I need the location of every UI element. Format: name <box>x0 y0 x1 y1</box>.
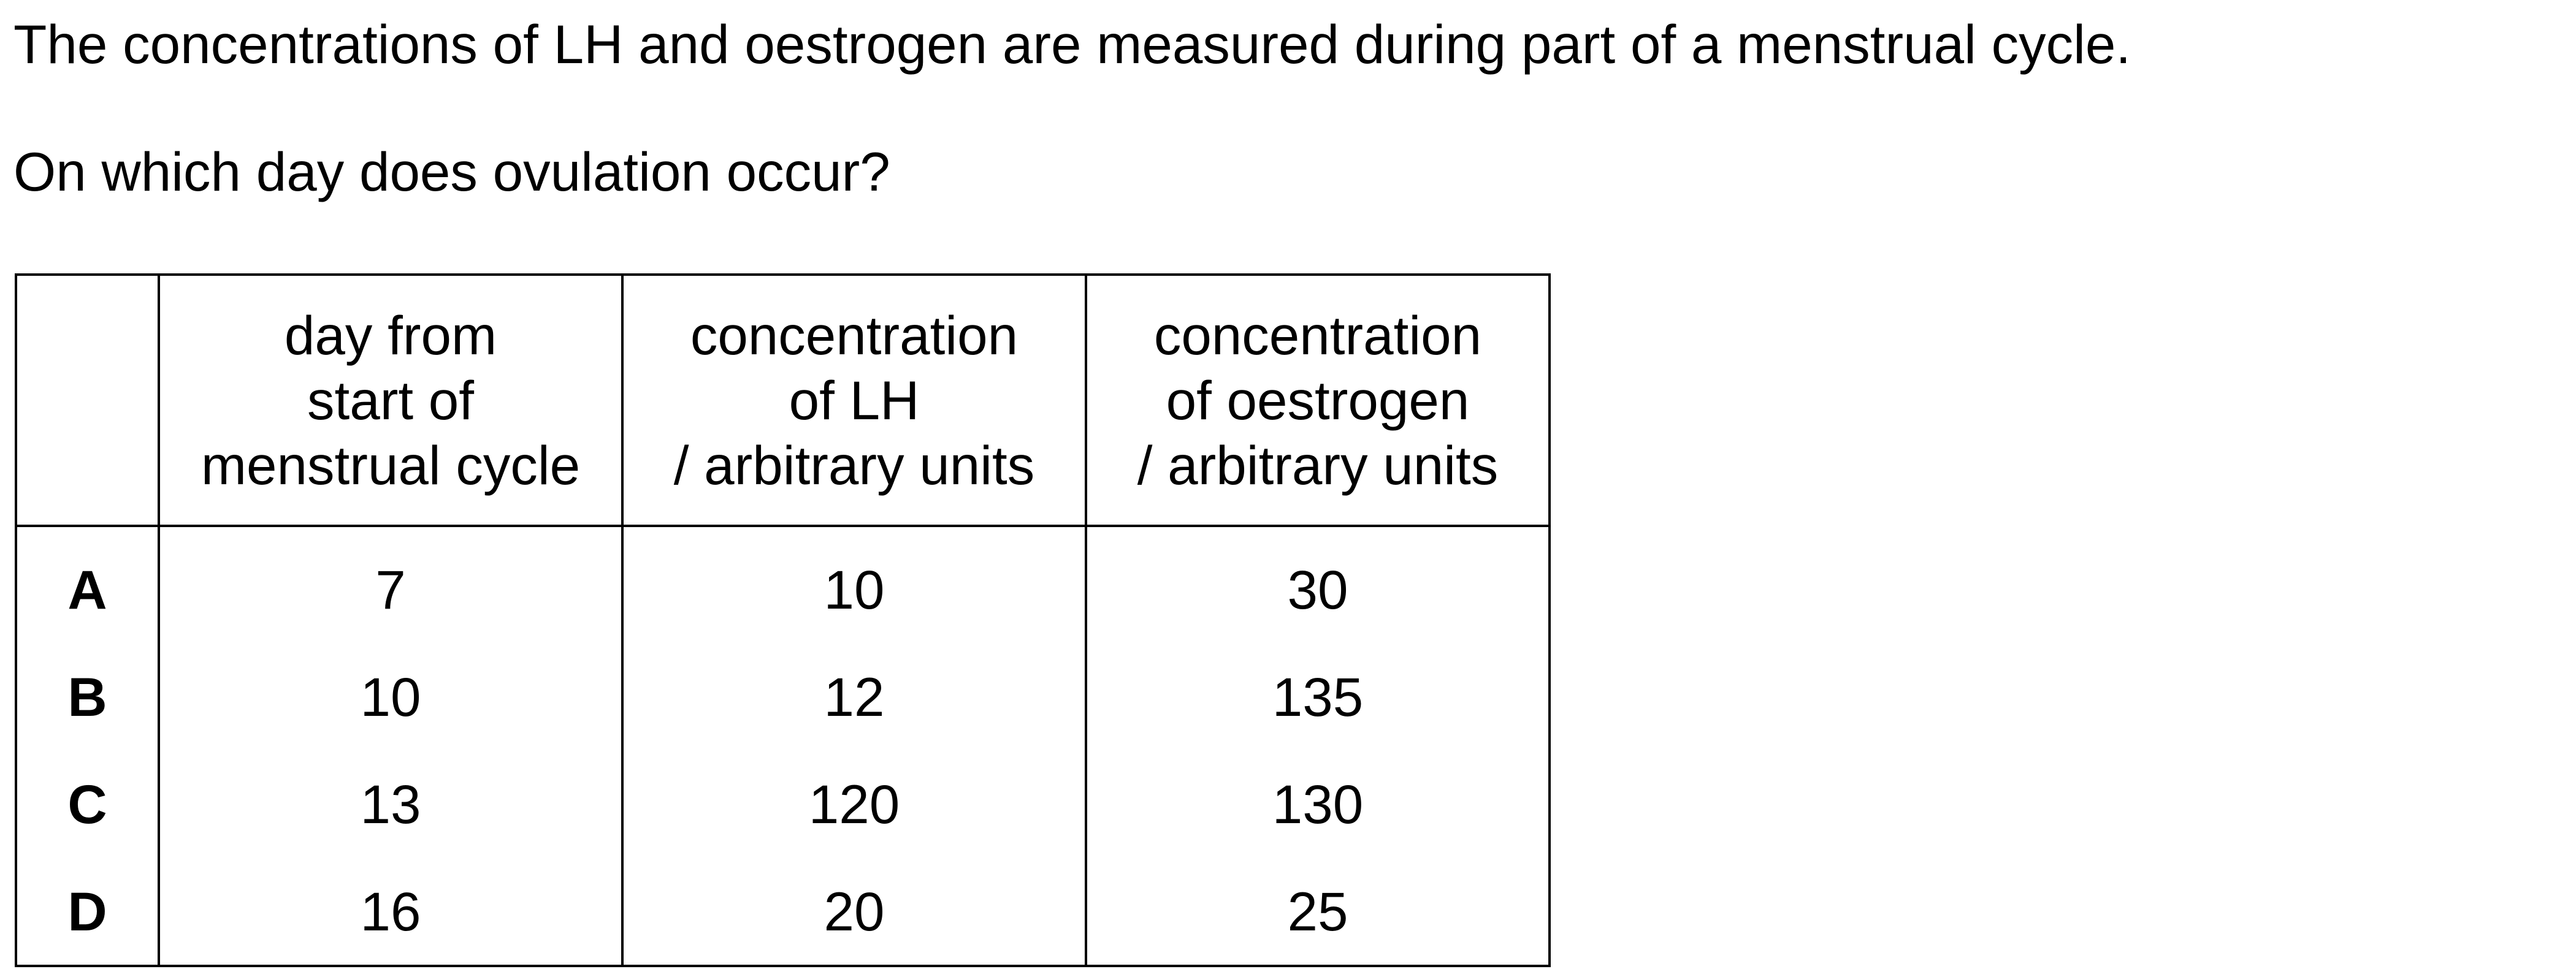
header-day-line-2: start of <box>307 370 475 431</box>
header-oestrogen-line-3: / arbitrary units <box>1137 435 1499 496</box>
lh-value: 12 <box>621 643 1087 750</box>
data-table: day from start of menstrual cycle concen… <box>15 273 1551 967</box>
option-letter: C <box>15 750 160 857</box>
header-lh-line-2: of LH <box>789 370 920 431</box>
header-oestrogen: concentration of oestrogen / arbitrary u… <box>1085 275 1551 527</box>
header-oestrogen-line-2: of oestrogen <box>1166 370 1470 431</box>
day-value: 13 <box>158 750 624 857</box>
option-letter: D <box>15 857 160 966</box>
oestrogen-value: 135 <box>1085 643 1551 750</box>
day-value: 7 <box>158 526 624 643</box>
lh-value: 20 <box>621 857 1087 966</box>
header-row: day from start of menstrual cycle concen… <box>15 275 1551 527</box>
oestrogen-value: 25 <box>1085 857 1551 966</box>
header-day-line-3: menstrual cycle <box>201 435 581 496</box>
header-lh-line-1: concentration <box>690 305 1019 366</box>
header-option <box>15 275 160 527</box>
lh-value: 10 <box>621 526 1087 643</box>
header-day: day from start of menstrual cycle <box>158 275 624 527</box>
table-row-c: C 13 120 130 <box>15 750 1551 857</box>
lh-value: 120 <box>621 750 1087 857</box>
header-oestrogen-line-1: concentration <box>1153 305 1482 366</box>
oestrogen-value: 130 <box>1085 750 1551 857</box>
header-lh: concentration of LH / arbitrary units <box>621 275 1087 527</box>
day-value: 16 <box>158 857 624 966</box>
header-day-line-1: day from <box>284 305 497 366</box>
option-letter: B <box>15 643 160 750</box>
header-lh-line-3: / arbitrary units <box>673 435 1035 496</box>
oestrogen-value: 30 <box>1085 526 1551 643</box>
question-intro: The concentrations of LH and oestrogen a… <box>13 13 2131 75</box>
table-row-d: D 16 20 25 <box>15 857 1551 966</box>
option-letter: A <box>15 526 160 643</box>
day-value: 10 <box>158 643 624 750</box>
table-row-b: B 10 12 135 <box>15 643 1551 750</box>
question-prompt: On which day does ovulation occur? <box>13 141 890 202</box>
table-row-a: A 7 10 30 <box>15 526 1551 643</box>
